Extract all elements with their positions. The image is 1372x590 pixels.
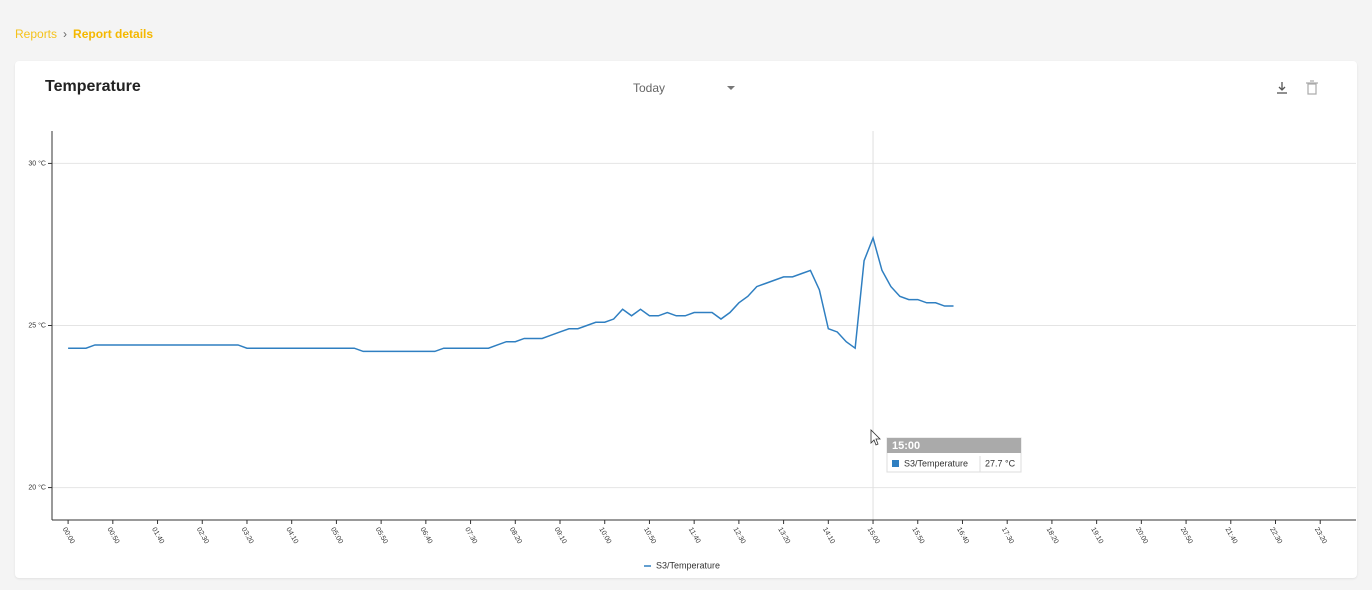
x-tick-label: 06:40: [419, 526, 434, 545]
x-tick-label: 00:00: [61, 526, 76, 545]
data-line: [68, 235, 954, 353]
x-tick-label: 18:20: [1045, 526, 1060, 545]
y-tick-label: 20 °C: [28, 483, 46, 491]
x-tick-label: 00:50: [105, 526, 120, 545]
x-tick-label: 07:30: [463, 526, 478, 545]
card-title: Temperature: [45, 78, 141, 95]
x-tick-label: 23:20: [1313, 526, 1328, 545]
y-tick-label: 30 °C: [28, 159, 46, 167]
x-tick-label: 17:30: [1000, 526, 1015, 545]
legend-label: S3/Temperature: [656, 560, 720, 570]
x-tick-label: 08:20: [508, 526, 523, 545]
x-tick-label: 20:00: [1134, 526, 1149, 545]
x-tick-label: 11:40: [687, 526, 702, 544]
x-tick-label: 10:00: [597, 526, 612, 545]
y-tick-label: 25 °C: [28, 321, 46, 329]
x-tick-label: 15:50: [910, 526, 925, 545]
x-tick-label: 15:00: [866, 526, 881, 545]
breadcrumb-link[interactable]: Reports: [15, 27, 58, 41]
period-select[interactable]: Today: [633, 81, 666, 95]
tooltip-swatch: [892, 460, 899, 467]
x-tick-label: 19:10: [1089, 526, 1104, 545]
download-icon[interactable]: [1277, 82, 1287, 94]
breadcrumb-separator: ›: [63, 27, 68, 41]
x-tick-label: 21:40: [1223, 526, 1238, 545]
x-tick-label: 01:40: [150, 526, 165, 545]
tooltip: 15:00 S3/Temperature 27.7 °C: [886, 437, 1022, 473]
x-tick-label: 02:30: [195, 526, 210, 545]
x-tick-label: 04:10: [284, 526, 299, 545]
tooltip-value: 27.7 °C: [985, 458, 1016, 468]
tooltip-series: S3/Temperature: [904, 458, 968, 468]
x-tick-label: 10:50: [642, 526, 657, 545]
x-tick-label: 03:20: [240, 526, 255, 545]
dropdown-caret[interactable]: [727, 86, 735, 90]
breadcrumb-current: Report details: [73, 27, 154, 41]
x-tick-label: 12:30: [732, 526, 747, 545]
tooltip-header: [887, 438, 1021, 453]
x-tick-label: 16:40: [955, 526, 970, 545]
x-tick-label: 14:10: [821, 526, 836, 545]
x-tick-label: 20:50: [1179, 526, 1194, 545]
x-tick-label: 22:30: [1268, 526, 1283, 545]
x-tick-label: 05:00: [329, 526, 344, 545]
x-tick-label: 09:10: [553, 526, 568, 545]
report-card: Temperature Today: [15, 61, 1357, 578]
mouse-cursor: [870, 429, 881, 446]
x-tick-label: 05:50: [374, 526, 389, 545]
x-tick-label: 13:20: [776, 526, 791, 545]
delete-icon[interactable]: [1306, 80, 1318, 95]
tooltip-title: 15:00: [892, 440, 920, 452]
breadcrumb: Reports › Report details: [15, 27, 153, 41]
